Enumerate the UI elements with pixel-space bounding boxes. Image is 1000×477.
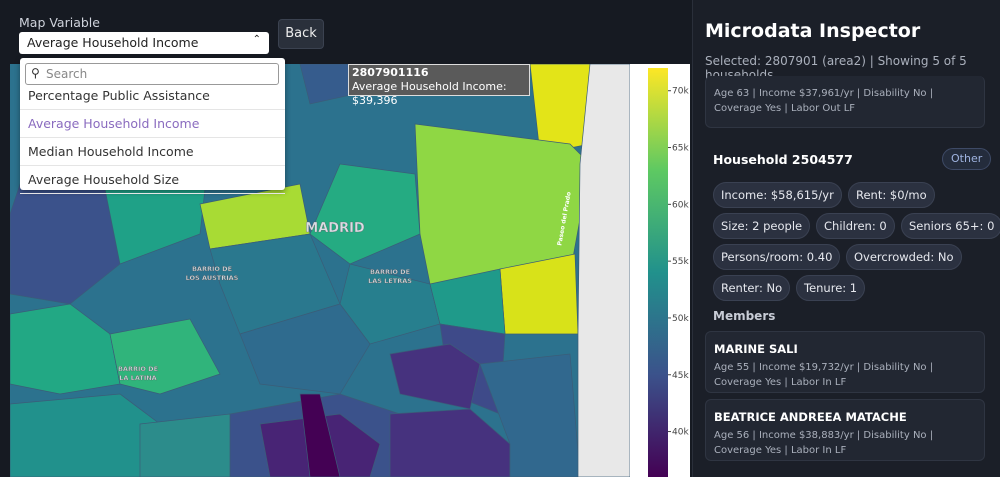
- member-detail: Age 55 | Income $19,732/yr | Disability …: [714, 362, 934, 388]
- colorbar: 70k 65k 60k 55k 50k 45k 40k: [630, 64, 690, 477]
- inspector-panel: Microdata Inspector Selected: 2807901 (a…: [692, 0, 1000, 477]
- variable-select[interactable]: Average Household Income ⌃: [19, 32, 269, 54]
- colorbar-tick-label: 60k: [672, 200, 689, 210]
- household-badge: Other: [942, 148, 992, 170]
- map-region: [109, 318, 221, 395]
- select-value: Average Household Income: [27, 35, 199, 50]
- colorbar-gradient: [648, 68, 668, 477]
- dropdown: ⚲ Search Percentage Public Assistance Aver…: [20, 58, 285, 194]
- map-region: [339, 263, 441, 345]
- map-region: [139, 413, 231, 477]
- map-region: [299, 393, 341, 477]
- member-detail: Age 63 | Income $37,961/yr | Disability …: [714, 88, 934, 114]
- tooltip-id: 2807901116: [352, 66, 429, 79]
- info-chip: Size: 2 people: [713, 213, 811, 239]
- map-label: LOS AUSTRIAS: [186, 274, 239, 282]
- member-card: Age 63 | Income $37,961/yr | Disability …: [705, 76, 985, 128]
- colorbar-tick-label: 70k: [672, 87, 689, 97]
- info-chip: Renter: No: [713, 275, 791, 301]
- dropdown-option[interactable]: Average Household Size: [20, 166, 285, 194]
- map-label: MADRID: [305, 221, 365, 236]
- map-label: BARRIO DE: [118, 365, 158, 373]
- map-label: BARRIO DE: [370, 268, 410, 276]
- map-label: LA LATINA: [119, 374, 156, 382]
- info-chip: Overcrowded: No: [846, 244, 962, 270]
- colorbar-tick-label: 40k: [672, 428, 689, 438]
- member-card: BEATRICE ANDREEA MATACHE Age 56 | Income …: [705, 399, 985, 461]
- map-region: [309, 163, 421, 265]
- map-label: BARRIO DE: [192, 265, 232, 273]
- dropdown-option[interactable]: Median Household Income: [20, 138, 285, 166]
- colorbar-tick-label: 65k: [672, 144, 689, 154]
- search-placeholder: Search: [46, 67, 88, 81]
- info-chip: Children: 0: [816, 213, 895, 239]
- member-name: MARINE SALI: [714, 342, 798, 356]
- map-region: [389, 343, 481, 410]
- member-detail: Age 56 | Income $38,883/yr | Disability …: [714, 430, 934, 456]
- map-label: LAS LETRAS: [368, 277, 412, 285]
- back-button[interactable]: Back: [278, 19, 324, 49]
- caret: ⌃: [252, 34, 261, 45]
- info-chip: Seniors 65+: 0: [901, 213, 1000, 239]
- tooltip: 2807901116 Average Household Income: $39,…: [348, 64, 530, 107]
- field-label: Map Variable: [19, 15, 100, 30]
- household-title: Household 2504577: [713, 152, 853, 167]
- map-region: [479, 353, 581, 477]
- dropdown-option[interactable]: Percentage Public Assistance: [20, 82, 285, 110]
- colorbar-tick-label: 45k: [672, 371, 689, 381]
- info-chip: Tenure: 1: [796, 275, 866, 301]
- info-chip: Persons/room: 0.40: [713, 244, 841, 270]
- household-card: Household 2504577 Other Members Income: …: [705, 140, 1000, 470]
- members-heading: Members: [713, 309, 776, 323]
- tooltip-text: Average Household Income: $39,396: [352, 80, 507, 107]
- colorbar-tick-label: 55k: [672, 257, 689, 267]
- search-icon: ⚲: [31, 66, 40, 80]
- info-chip: Rent: $0/mo: [848, 182, 935, 208]
- panel-title: Microdata Inspector: [705, 20, 921, 42]
- colorbar-tick-label: 50k: [672, 314, 689, 324]
- member-card: MARINE SALI Age 55 | Income $19,732/yr | …: [705, 331, 985, 393]
- search-input[interactable]: ⚲ Search: [25, 63, 279, 85]
- member-name: BEATRICE ANDREEA MATACHE: [714, 410, 907, 424]
- map-region: [577, 64, 630, 477]
- dropdown-option[interactable]: Average Household Income: [20, 110, 285, 138]
- info-chip: Income: $58,615/yr: [713, 182, 842, 208]
- map-region: [239, 303, 371, 395]
